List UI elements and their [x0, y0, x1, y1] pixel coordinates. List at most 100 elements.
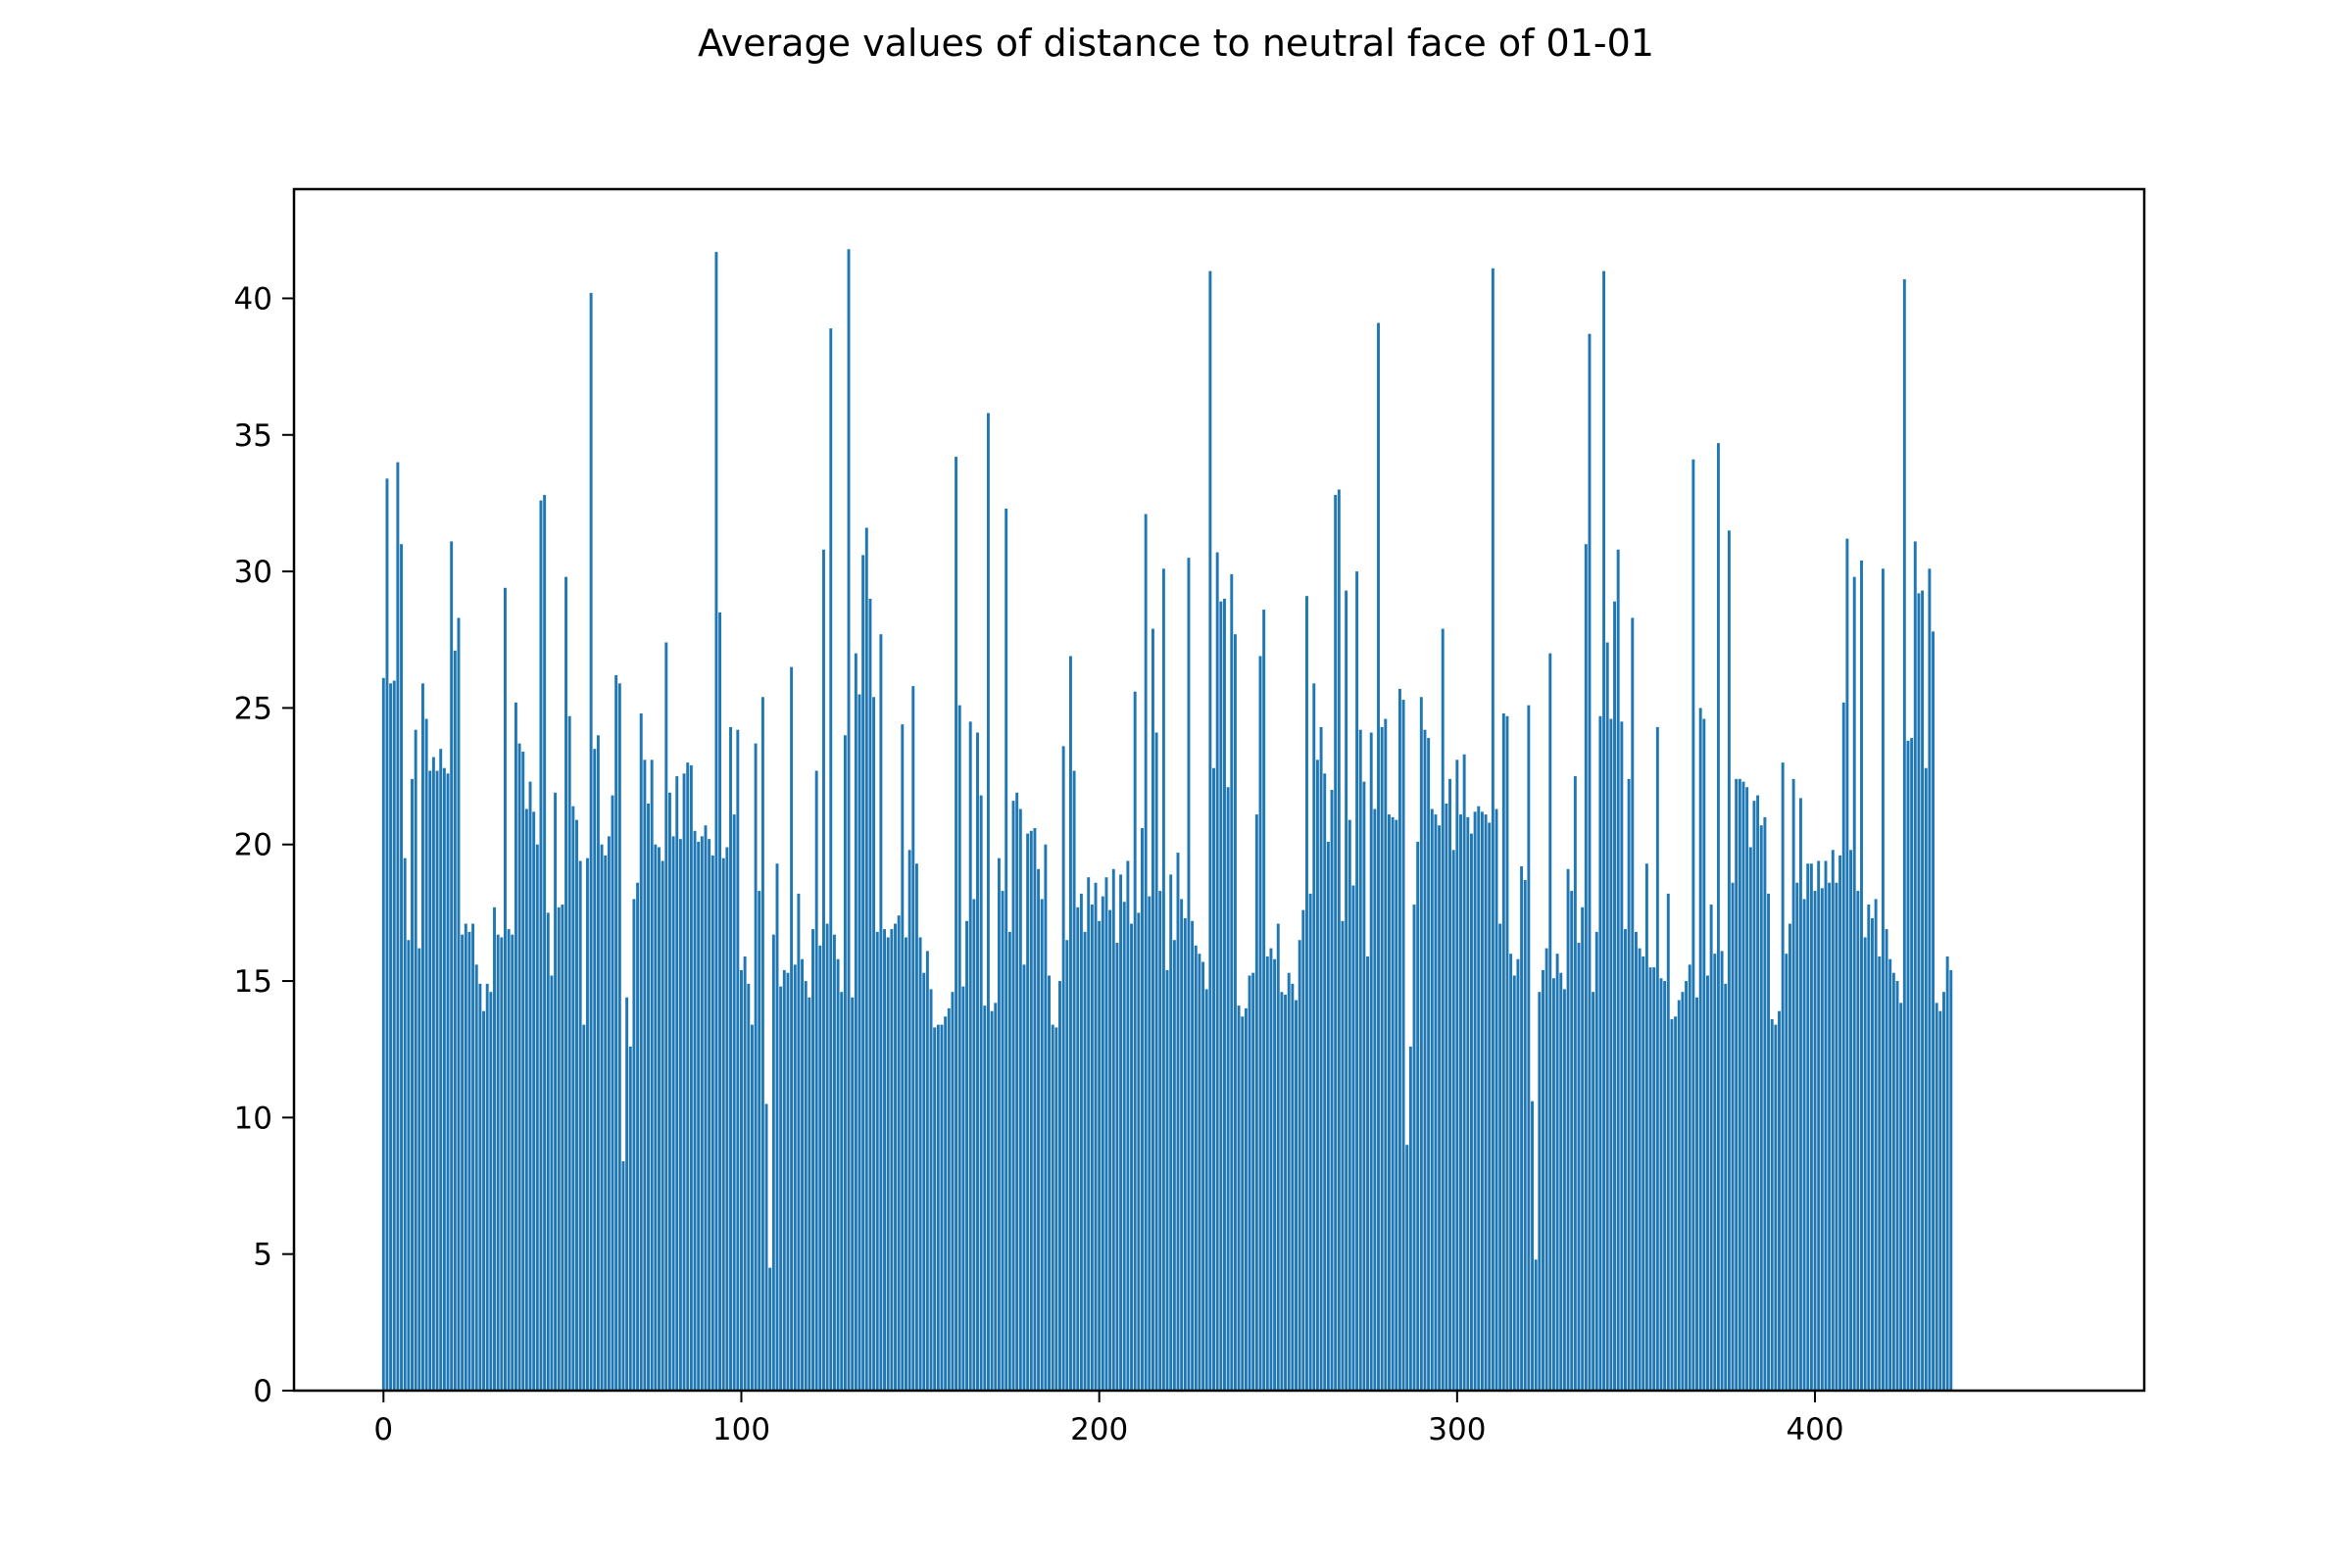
- bar: [829, 328, 833, 1392]
- bar: [607, 836, 611, 1391]
- bar: [1902, 278, 1906, 1392]
- bar: [1624, 929, 1627, 1391]
- bar: [1745, 787, 1749, 1391]
- bar: [689, 764, 693, 1391]
- bar: [1480, 811, 1484, 1391]
- bar: [1609, 718, 1613, 1391]
- bar: [1505, 715, 1509, 1391]
- bar: [1348, 819, 1351, 1391]
- bar: [1791, 778, 1795, 1391]
- bar: [507, 929, 511, 1391]
- bar: [1391, 816, 1395, 1391]
- bar: [1642, 956, 1645, 1391]
- bar: [801, 958, 805, 1391]
- bar: [864, 527, 868, 1391]
- bar: [1917, 593, 1921, 1391]
- bar: [1491, 268, 1494, 1391]
- bar: [496, 934, 500, 1391]
- bar: [1516, 958, 1520, 1391]
- bar: [1631, 617, 1635, 1391]
- bar: [478, 983, 482, 1391]
- bar: [1445, 803, 1448, 1391]
- bar: [1616, 549, 1620, 1391]
- bar: [381, 677, 385, 1391]
- bar: [461, 934, 465, 1391]
- bar: [671, 836, 675, 1391]
- bar: [747, 983, 751, 1391]
- bar: [1867, 905, 1871, 1391]
- bar: [1094, 882, 1098, 1391]
- bar: [750, 1024, 754, 1391]
- bar: [1151, 628, 1154, 1391]
- bar: [417, 948, 421, 1391]
- bar: [1727, 530, 1731, 1391]
- bar: [1161, 568, 1165, 1391]
- bar: [1698, 708, 1702, 1391]
- bar: [564, 576, 567, 1391]
- bar: [1022, 964, 1026, 1391]
- bar: [933, 1027, 937, 1391]
- bar: [1284, 994, 1288, 1391]
- bar: [1551, 978, 1555, 1391]
- y-tick-label: 40: [234, 281, 272, 317]
- bar: [1048, 975, 1051, 1391]
- bar: [936, 1024, 940, 1391]
- bar: [786, 972, 790, 1391]
- bar: [1767, 893, 1771, 1391]
- bar: [1871, 917, 1874, 1391]
- bar: [1584, 544, 1588, 1391]
- bar: [1029, 830, 1033, 1391]
- bar: [1852, 576, 1856, 1391]
- bar: [965, 920, 968, 1391]
- bar: [1308, 893, 1312, 1391]
- bar: [771, 934, 775, 1391]
- bar: [1831, 850, 1835, 1391]
- bar: [1724, 983, 1728, 1391]
- bar: [1498, 923, 1502, 1391]
- bar: [1824, 860, 1828, 1391]
- bar: [1788, 923, 1791, 1391]
- bar: [897, 915, 901, 1391]
- bar: [1291, 983, 1295, 1391]
- bar: [1119, 874, 1123, 1391]
- bar: [901, 724, 905, 1391]
- bar: [517, 743, 521, 1391]
- bar: [914, 863, 918, 1391]
- bar: [758, 891, 761, 1391]
- bar: [407, 940, 411, 1391]
- bar: [1180, 899, 1184, 1391]
- bar: [1845, 538, 1849, 1391]
- bar: [400, 544, 404, 1391]
- bar: [1644, 863, 1648, 1391]
- bar: [1605, 642, 1609, 1391]
- bar: [614, 674, 618, 1391]
- bar: [396, 462, 400, 1391]
- bar: [825, 923, 829, 1391]
- bar: [1351, 885, 1355, 1391]
- bar: [1856, 891, 1860, 1391]
- bar: [1241, 1016, 1245, 1391]
- bar: [1358, 729, 1362, 1391]
- bar: [1688, 964, 1691, 1391]
- bar: [1423, 729, 1427, 1391]
- bar: [851, 997, 855, 1391]
- bar: [782, 969, 786, 1391]
- bar: [1434, 814, 1438, 1391]
- bar: [1756, 795, 1760, 1391]
- bar: [1408, 1046, 1412, 1391]
- y-tick-label: 15: [234, 964, 272, 1000]
- bar: [1932, 631, 1935, 1391]
- bar: [1899, 1003, 1903, 1391]
- bar: [1817, 860, 1821, 1391]
- bar: [710, 855, 714, 1391]
- bar: [550, 975, 554, 1391]
- bar: [1111, 868, 1115, 1391]
- bar: [593, 749, 597, 1391]
- bar: [1885, 929, 1888, 1391]
- plot-frame: [292, 187, 2146, 1393]
- bar: [968, 721, 972, 1391]
- bar: [389, 683, 393, 1391]
- bar: [1115, 943, 1119, 1391]
- bar: [890, 929, 894, 1391]
- bar: [1076, 906, 1080, 1391]
